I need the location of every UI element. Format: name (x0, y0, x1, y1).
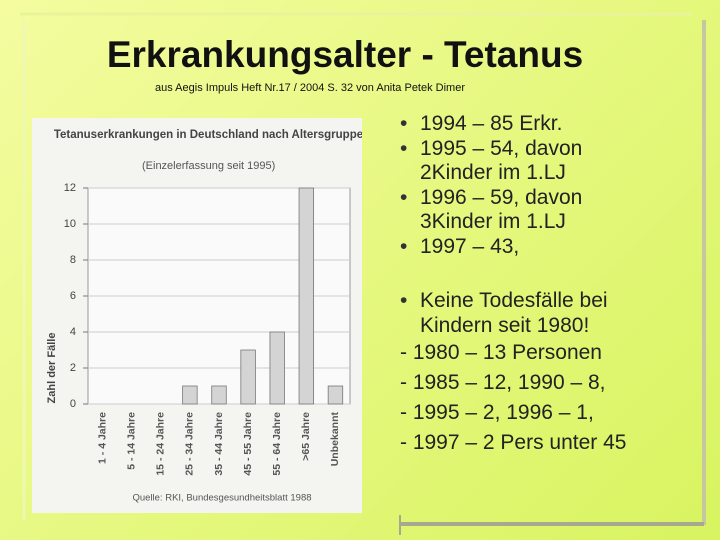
x-tick-label: 55 - 64 Jahre (271, 412, 283, 476)
bullet: Keine Todesfälle bei Kindern seit 1980! (400, 289, 658, 338)
x-tick-label: 5 - 14 Jahre (125, 412, 137, 470)
bar (269, 331, 285, 405)
y-tick-label: 0 (70, 398, 76, 410)
x-tick-label: 25 - 34 Jahre (184, 412, 196, 476)
slide-title: Erkrankungsalter - Tetanus (106, 34, 584, 75)
x-tick-label: 45 - 55 Jahre (242, 412, 254, 476)
bullet: 1996 – 59, davon 3Kinder im 1.LJ (400, 186, 658, 235)
y-axis-label: Zahl der Fälle (46, 333, 58, 404)
bullet-list: 1994 – 85 Erkr.1995 – 54, davon 2Kinder … (398, 112, 658, 259)
y-tick-label: 4 (70, 326, 76, 338)
dash-list: - 1980 – 13 Personen - 1985 – 12, 1990 – … (398, 338, 658, 458)
bar (240, 349, 256, 405)
x-tick-label: >65 Jahre (300, 412, 312, 461)
y-tick-label: 6 (70, 290, 76, 302)
text-block: 1994 – 85 Erkr.1995 – 54, davon 2Kinder … (398, 112, 658, 458)
chart-title: Tetanuserkrankungen in Deutschland nach … (54, 129, 362, 141)
bar (298, 187, 315, 405)
chart-source: Quelle: RKI, Bundesgesundheitsblatt 1988 (132, 493, 311, 504)
bullet-list: Keine Todesfälle bei Kindern seit 1980! (398, 289, 658, 338)
dash-line: - 1997 – 2 Pers unter 45 (400, 431, 627, 454)
x-tick-label: 1 - 4 Jahre (96, 412, 108, 464)
y-tick-label: 2 (70, 362, 76, 374)
bar (327, 385, 344, 405)
dash-line: - 1980 – 13 Personen (400, 341, 602, 364)
bullet: 1997 – 43, (400, 235, 658, 260)
slide-subtitle: aus Aegis Impuls Heft Nr.17 / 2004 S. 32… (155, 82, 465, 94)
dash-line: - 1985 – 12, 1990 – 8, (400, 371, 606, 394)
x-tick-label: 35 - 44 Jahre (213, 412, 225, 476)
bar (211, 385, 227, 405)
bullet: 1994 – 85 Erkr. (400, 112, 658, 137)
bullet: 1995 – 54, davon 2Kinder im 1.LJ (400, 137, 658, 186)
chart-subtitle: (Einzelerfassung seit 1995) (142, 160, 275, 172)
x-tick-label: 15 - 24 Jahre (155, 412, 167, 476)
chart: Tetanuserkrankungen in Deutschland nach … (32, 118, 362, 513)
y-tick-label: 12 (64, 182, 76, 194)
dash-line: - 1995 – 2, 1996 – 1, (400, 401, 594, 424)
bar (182, 385, 198, 405)
x-tick-label: Unbekannt (329, 412, 341, 467)
y-tick-label: 8 (70, 254, 76, 266)
y-tick-label: 10 (64, 218, 76, 230)
